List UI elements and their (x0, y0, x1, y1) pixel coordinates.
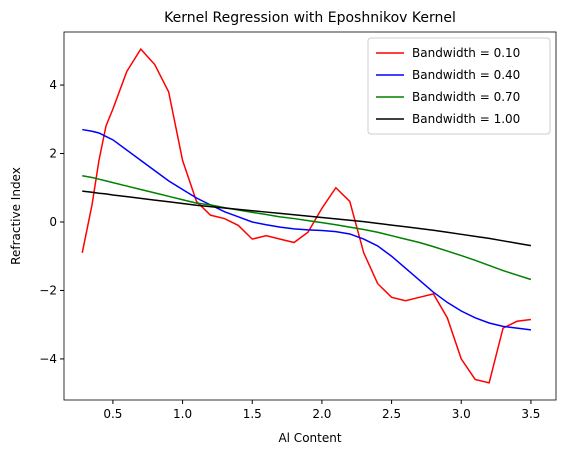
x-axis-label: Al Content (278, 431, 341, 445)
x-tick-label: 3.5 (521, 407, 540, 421)
y-tick-label: −4 (39, 352, 57, 366)
legend-label: Bandwidth = 0.70 (412, 90, 520, 104)
y-tick-label: 0 (49, 215, 57, 229)
y-tick-label: 2 (49, 147, 57, 161)
series-line (81, 47, 532, 384)
legend-label: Bandwidth = 0.10 (412, 46, 520, 60)
y-tick-label: 4 (49, 78, 57, 92)
legend-label: Bandwidth = 0.40 (412, 68, 520, 82)
series-line (82, 128, 532, 331)
y-tick-label: −2 (39, 283, 57, 297)
x-tick-label: 3.0 (452, 407, 471, 421)
x-tick-label: 2.0 (312, 407, 331, 421)
x-tick-label: 1.0 (173, 407, 192, 421)
x-tick-label: 1.5 (243, 407, 262, 421)
y-axis-label: Refractive Index (9, 167, 23, 265)
series-line (82, 190, 532, 247)
plot-frame (63, 31, 557, 401)
x-tick-label: 2.5 (382, 407, 401, 421)
series-line (82, 175, 532, 281)
legend-box (367, 37, 551, 135)
chart-title: Kernel Regression with Eposhnikov Kernel (164, 10, 456, 26)
x-tick-label: 0.5 (103, 407, 122, 421)
legend-label: Bandwidth = 1.00 (412, 112, 520, 126)
